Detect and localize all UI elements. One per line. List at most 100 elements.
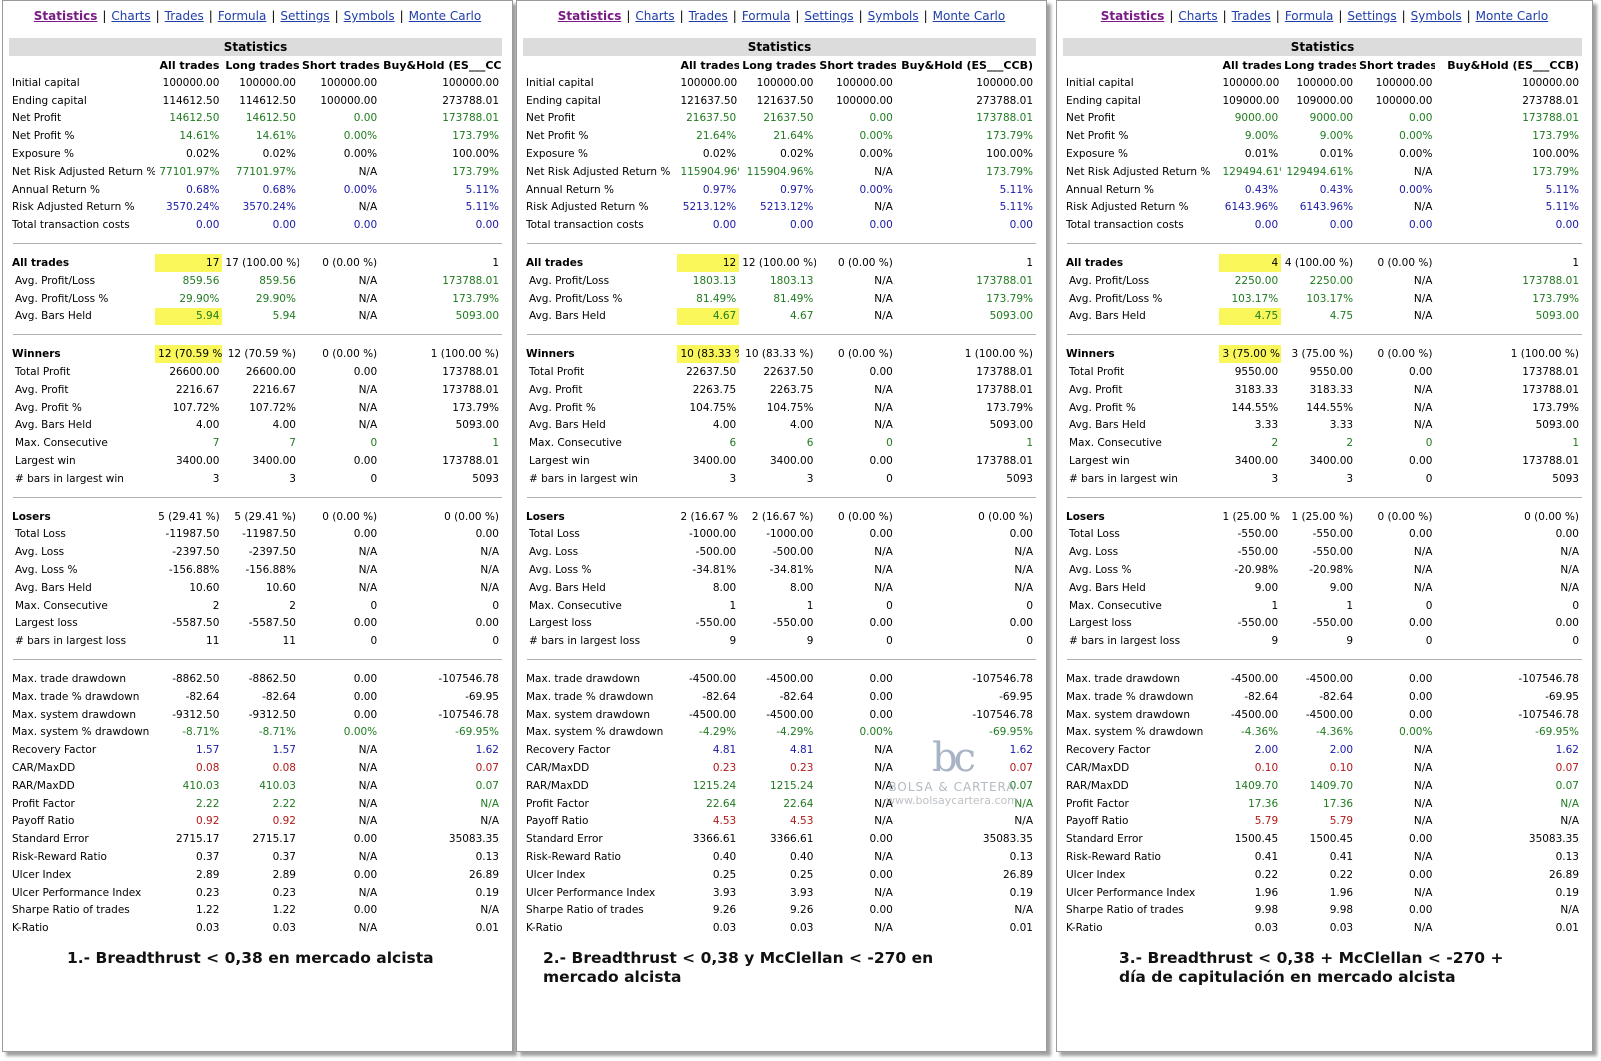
nav-link-formula[interactable]: Formula bbox=[741, 9, 791, 23]
nav-link-statistics[interactable]: Statistics bbox=[33, 9, 98, 23]
nav-link-trades[interactable]: Trades bbox=[688, 9, 728, 23]
stat-value: 4.00 bbox=[712, 419, 737, 432]
row-label: Initial capital bbox=[526, 76, 594, 89]
stats-row: Sharpe Ratio of trades 9.98 9.98 0.00 N/A bbox=[1063, 901, 1582, 919]
stat-value: N/A bbox=[874, 292, 893, 305]
divider-cell bbox=[380, 325, 502, 345]
stat-value: -156.88% bbox=[168, 564, 220, 577]
stats-row: Avg. Bars Held 4.00 4.00 N/A 5093.00 bbox=[9, 417, 502, 435]
nav-link-symbols[interactable]: Symbols bbox=[1410, 9, 1462, 23]
nav-link-settings[interactable]: Settings bbox=[1347, 9, 1397, 23]
stat-value: -156.88% bbox=[245, 564, 296, 577]
row-label: Risk Adjusted Return % bbox=[12, 201, 135, 214]
row-label: Net Profit % bbox=[12, 130, 75, 143]
divider-cell bbox=[380, 488, 502, 508]
nav-link-statistics[interactable]: Statistics bbox=[1100, 9, 1165, 23]
stat-value: 0.00% bbox=[859, 148, 893, 161]
stat-value: 129494.61% bbox=[1286, 165, 1354, 178]
nav-link-monte-carlo[interactable]: Monte Carlo bbox=[1475, 9, 1549, 23]
stat-value: 26.89 bbox=[1002, 868, 1033, 881]
stat-value: 100000.00 bbox=[1522, 76, 1579, 89]
stat-value: 0.00% bbox=[859, 726, 893, 739]
row-label: RAR/MaxDD bbox=[1066, 779, 1129, 792]
nav-link-settings[interactable]: Settings bbox=[280, 9, 330, 23]
stat-value: 5.94 bbox=[155, 307, 223, 326]
stat-value: N/A bbox=[358, 419, 378, 432]
nav-link-symbols[interactable]: Symbols bbox=[867, 9, 919, 23]
row-label: Net Risk Adjusted Return % bbox=[1066, 165, 1211, 178]
stats-row: Standard Error 3366.61 3366.61 0.00 35083.35 bbox=[523, 830, 1036, 848]
nav-link-charts[interactable]: Charts bbox=[1178, 9, 1218, 23]
stats-row: Avg. Profit/Loss 2250.00 2250.00 N/A 173788.… bbox=[1063, 272, 1582, 290]
stat-value: N/A bbox=[1014, 797, 1033, 810]
nav-link-monte-carlo[interactable]: Monte Carlo bbox=[932, 9, 1006, 23]
row-label: Total Profit bbox=[1069, 366, 1125, 379]
section-divider bbox=[523, 650, 1036, 670]
nav-link-formula[interactable]: Formula bbox=[1284, 9, 1334, 23]
stats-row: Avg. Bars Held 5.94 5.94 N/A 5093.00 bbox=[9, 307, 502, 326]
stat-value: -82.64 bbox=[185, 690, 220, 703]
stats-row: Max. system % drawdown -4.36% -4.36% 0.00% -… bbox=[1063, 724, 1582, 742]
row-label: K-Ratio bbox=[12, 922, 49, 935]
stat-value: 12 (70.59 %) bbox=[155, 345, 223, 364]
nav-link-trades[interactable]: Trades bbox=[164, 9, 204, 23]
stat-value: -82.64 bbox=[779, 690, 814, 703]
stats-row: Largest win 3400.00 3400.00 0.00 173788.01 bbox=[9, 452, 502, 470]
stat-value: 35083.35 bbox=[982, 833, 1033, 846]
stat-value: N/A bbox=[874, 165, 893, 178]
stat-value: 173788.01 bbox=[976, 455, 1033, 468]
stat-value: 0.25 bbox=[790, 868, 814, 881]
nav-separator: | bbox=[1466, 9, 1471, 23]
nav-link-settings[interactable]: Settings bbox=[804, 9, 854, 23]
stat-value: 3.33 bbox=[1329, 419, 1354, 432]
stat-value: -107546.78 bbox=[1518, 673, 1579, 685]
nav-link-charts[interactable]: Charts bbox=[111, 9, 151, 23]
stats-row: CAR/MaxDD 0.23 0.23 N/A 0.07 bbox=[523, 759, 1036, 777]
row-label: CAR/MaxDD bbox=[1066, 761, 1130, 774]
stat-value: 0.02% bbox=[186, 148, 220, 161]
nav-separator: | bbox=[858, 9, 863, 23]
stat-value: 100000.00 bbox=[442, 76, 499, 89]
divider-cell bbox=[155, 488, 223, 508]
stat-value: 0.00 bbox=[1409, 617, 1433, 630]
nav-link-charts[interactable]: Charts bbox=[635, 9, 675, 23]
stat-value: 0 bbox=[1425, 472, 1433, 485]
row-label: Losers bbox=[12, 510, 51, 523]
stat-value: N/A bbox=[480, 581, 499, 594]
stat-value: 0.03 bbox=[790, 922, 814, 935]
stats-row: Max. trade drawdown -4500.00 -4500.00 0.00 -… bbox=[523, 670, 1036, 688]
stat-value: 100000.00 bbox=[239, 76, 296, 89]
row-label: Max. Consecutive bbox=[529, 599, 622, 612]
nav-link-monte-carlo[interactable]: Monte Carlo bbox=[408, 9, 482, 23]
stats-row: Total Loss -11987.50 -11987.50 0.00 0.00 bbox=[9, 526, 502, 544]
stat-value: 0.00 bbox=[869, 708, 893, 721]
stats-row: Avg. Bars Held 3.33 3.33 N/A 5093.00 bbox=[1063, 417, 1582, 435]
stat-value: 0.97% bbox=[702, 183, 737, 196]
row-label: Max. trade % drawdown bbox=[12, 690, 140, 703]
nav-link-formula[interactable]: Formula bbox=[217, 9, 267, 23]
row-label: Max. trade % drawdown bbox=[1066, 690, 1194, 703]
row-label: Sharpe Ratio of trades bbox=[1066, 904, 1184, 917]
column-header: Short trades bbox=[301, 58, 380, 72]
nav-link-symbols[interactable]: Symbols bbox=[343, 9, 395, 23]
nav-link-trades[interactable]: Trades bbox=[1231, 9, 1271, 23]
stat-value: 26.89 bbox=[468, 868, 499, 881]
row-label: Max. Consecutive bbox=[15, 599, 108, 612]
divider-cell bbox=[739, 325, 817, 345]
stat-value: 1 bbox=[1346, 599, 1354, 612]
stat-value: 173.79% bbox=[986, 165, 1033, 178]
stat-value: 1 bbox=[492, 257, 499, 270]
stat-value: 0.01% bbox=[1244, 148, 1279, 161]
row-label: Avg. Loss % bbox=[1069, 564, 1132, 577]
row-label: Risk-Reward Ratio bbox=[12, 850, 107, 863]
divider-cell bbox=[298, 650, 381, 670]
stats-row: # bars in largest win 3 3 0 5093 bbox=[523, 470, 1036, 488]
stat-value: 5093.00 bbox=[1535, 310, 1579, 323]
stat-value: 1.62 bbox=[475, 744, 499, 757]
stats-row: All trades 17 17 (100.00 %) 0 (0.00 %) 1 bbox=[9, 254, 502, 272]
nav-link-statistics[interactable]: Statistics bbox=[557, 9, 622, 23]
column-header: Buy&Hold (ES___CCB) bbox=[901, 58, 1033, 72]
divider-cell bbox=[222, 650, 299, 670]
stat-value: 77101.97% bbox=[235, 165, 296, 178]
stat-value: -550.00 bbox=[1237, 528, 1279, 541]
